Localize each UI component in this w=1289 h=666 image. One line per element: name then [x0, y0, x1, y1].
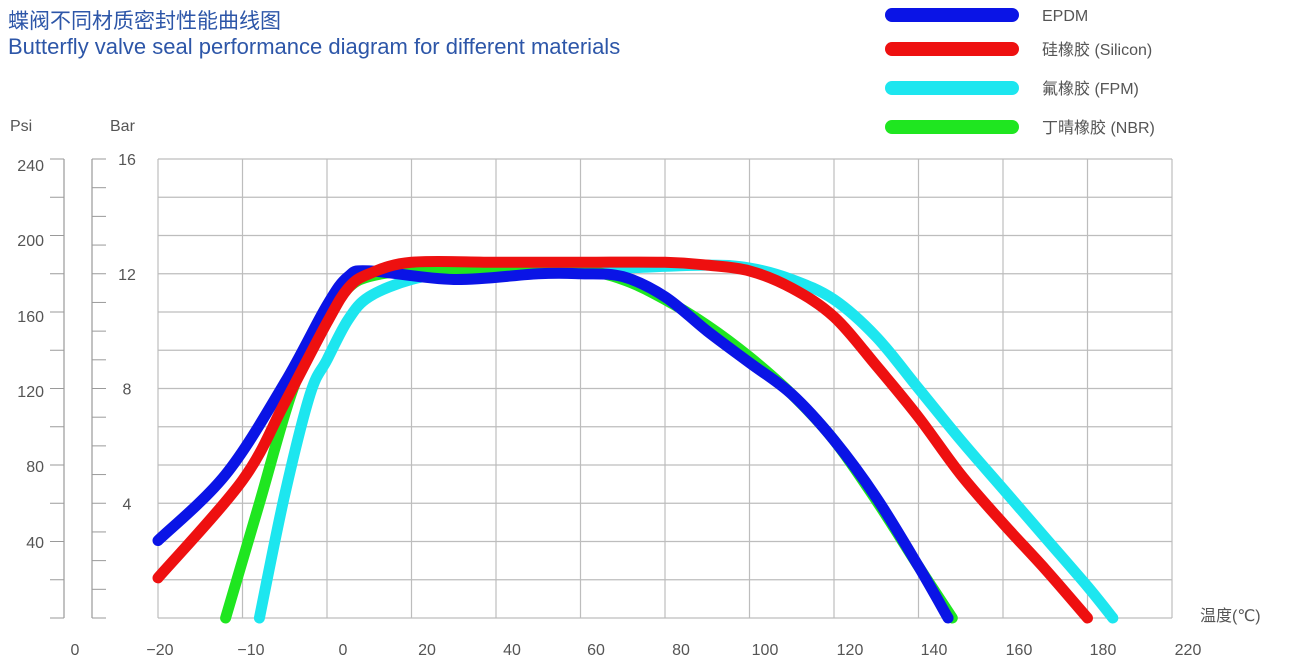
- psi-tick-label: 240: [17, 158, 44, 175]
- psi-axis-label: Psi: [10, 118, 32, 135]
- x-tick-label: 160: [1006, 642, 1033, 659]
- legend-label-epdm: EPDM: [1042, 8, 1088, 25]
- x-axis-label: 温度(℃): [1200, 607, 1261, 625]
- bar-tick-label: 12: [118, 267, 136, 284]
- legend-label-nbr: 丁晴橡胶 (NBR): [1042, 119, 1155, 137]
- bar-tick-label: 16: [118, 152, 136, 169]
- x-tick-label: 140: [921, 642, 948, 659]
- plot-grid: [157, 158, 1173, 619]
- bar-tick-label: 8: [123, 382, 132, 399]
- legend: EPDM 硅橡胶 (Silicon) 氟橡胶 (FPM) 丁晴橡胶 (NBR): [885, 8, 1155, 137]
- chart-subtitle: Butterfly valve seal performance diagram…: [8, 34, 621, 59]
- series-lines: [152, 255, 1119, 624]
- x-tick-label: −20: [146, 642, 173, 659]
- legend-label-fpm: 氟橡胶 (FPM): [1042, 80, 1139, 98]
- axes: [50, 158, 106, 619]
- series-line-epdm: [152, 265, 954, 624]
- x-tick-label: 120: [837, 642, 864, 659]
- series-line-silicon: [152, 255, 1093, 624]
- x-tick-label: 60: [587, 642, 605, 659]
- x-tick-label: 80: [672, 642, 690, 659]
- bar-tick-label: 4: [123, 496, 132, 513]
- x-tick-label: −10: [237, 642, 264, 659]
- psi-tick-label: 120: [17, 384, 44, 401]
- bar-axis-label: Bar: [110, 118, 136, 135]
- legend-label-silicon: 硅橡胶 (Silicon): [1042, 41, 1152, 59]
- psi-tick-label: 80: [26, 459, 44, 476]
- x-tick-label: 220: [1175, 642, 1202, 659]
- psi-tick-label: 160: [17, 309, 44, 326]
- x-tick-label: 100: [752, 642, 779, 659]
- x-tick-label: 0: [71, 642, 80, 659]
- x-tick-label: 180: [1090, 642, 1117, 659]
- psi-tick-label: 40: [26, 535, 44, 552]
- x-tick-label: 20: [418, 642, 436, 659]
- x-tick-label: 40: [503, 642, 521, 659]
- chart-title: 蝶阀不同材质密封性能曲线图: [8, 9, 281, 33]
- psi-tick-label: 200: [17, 233, 44, 250]
- x-tick-label: 0: [339, 642, 348, 659]
